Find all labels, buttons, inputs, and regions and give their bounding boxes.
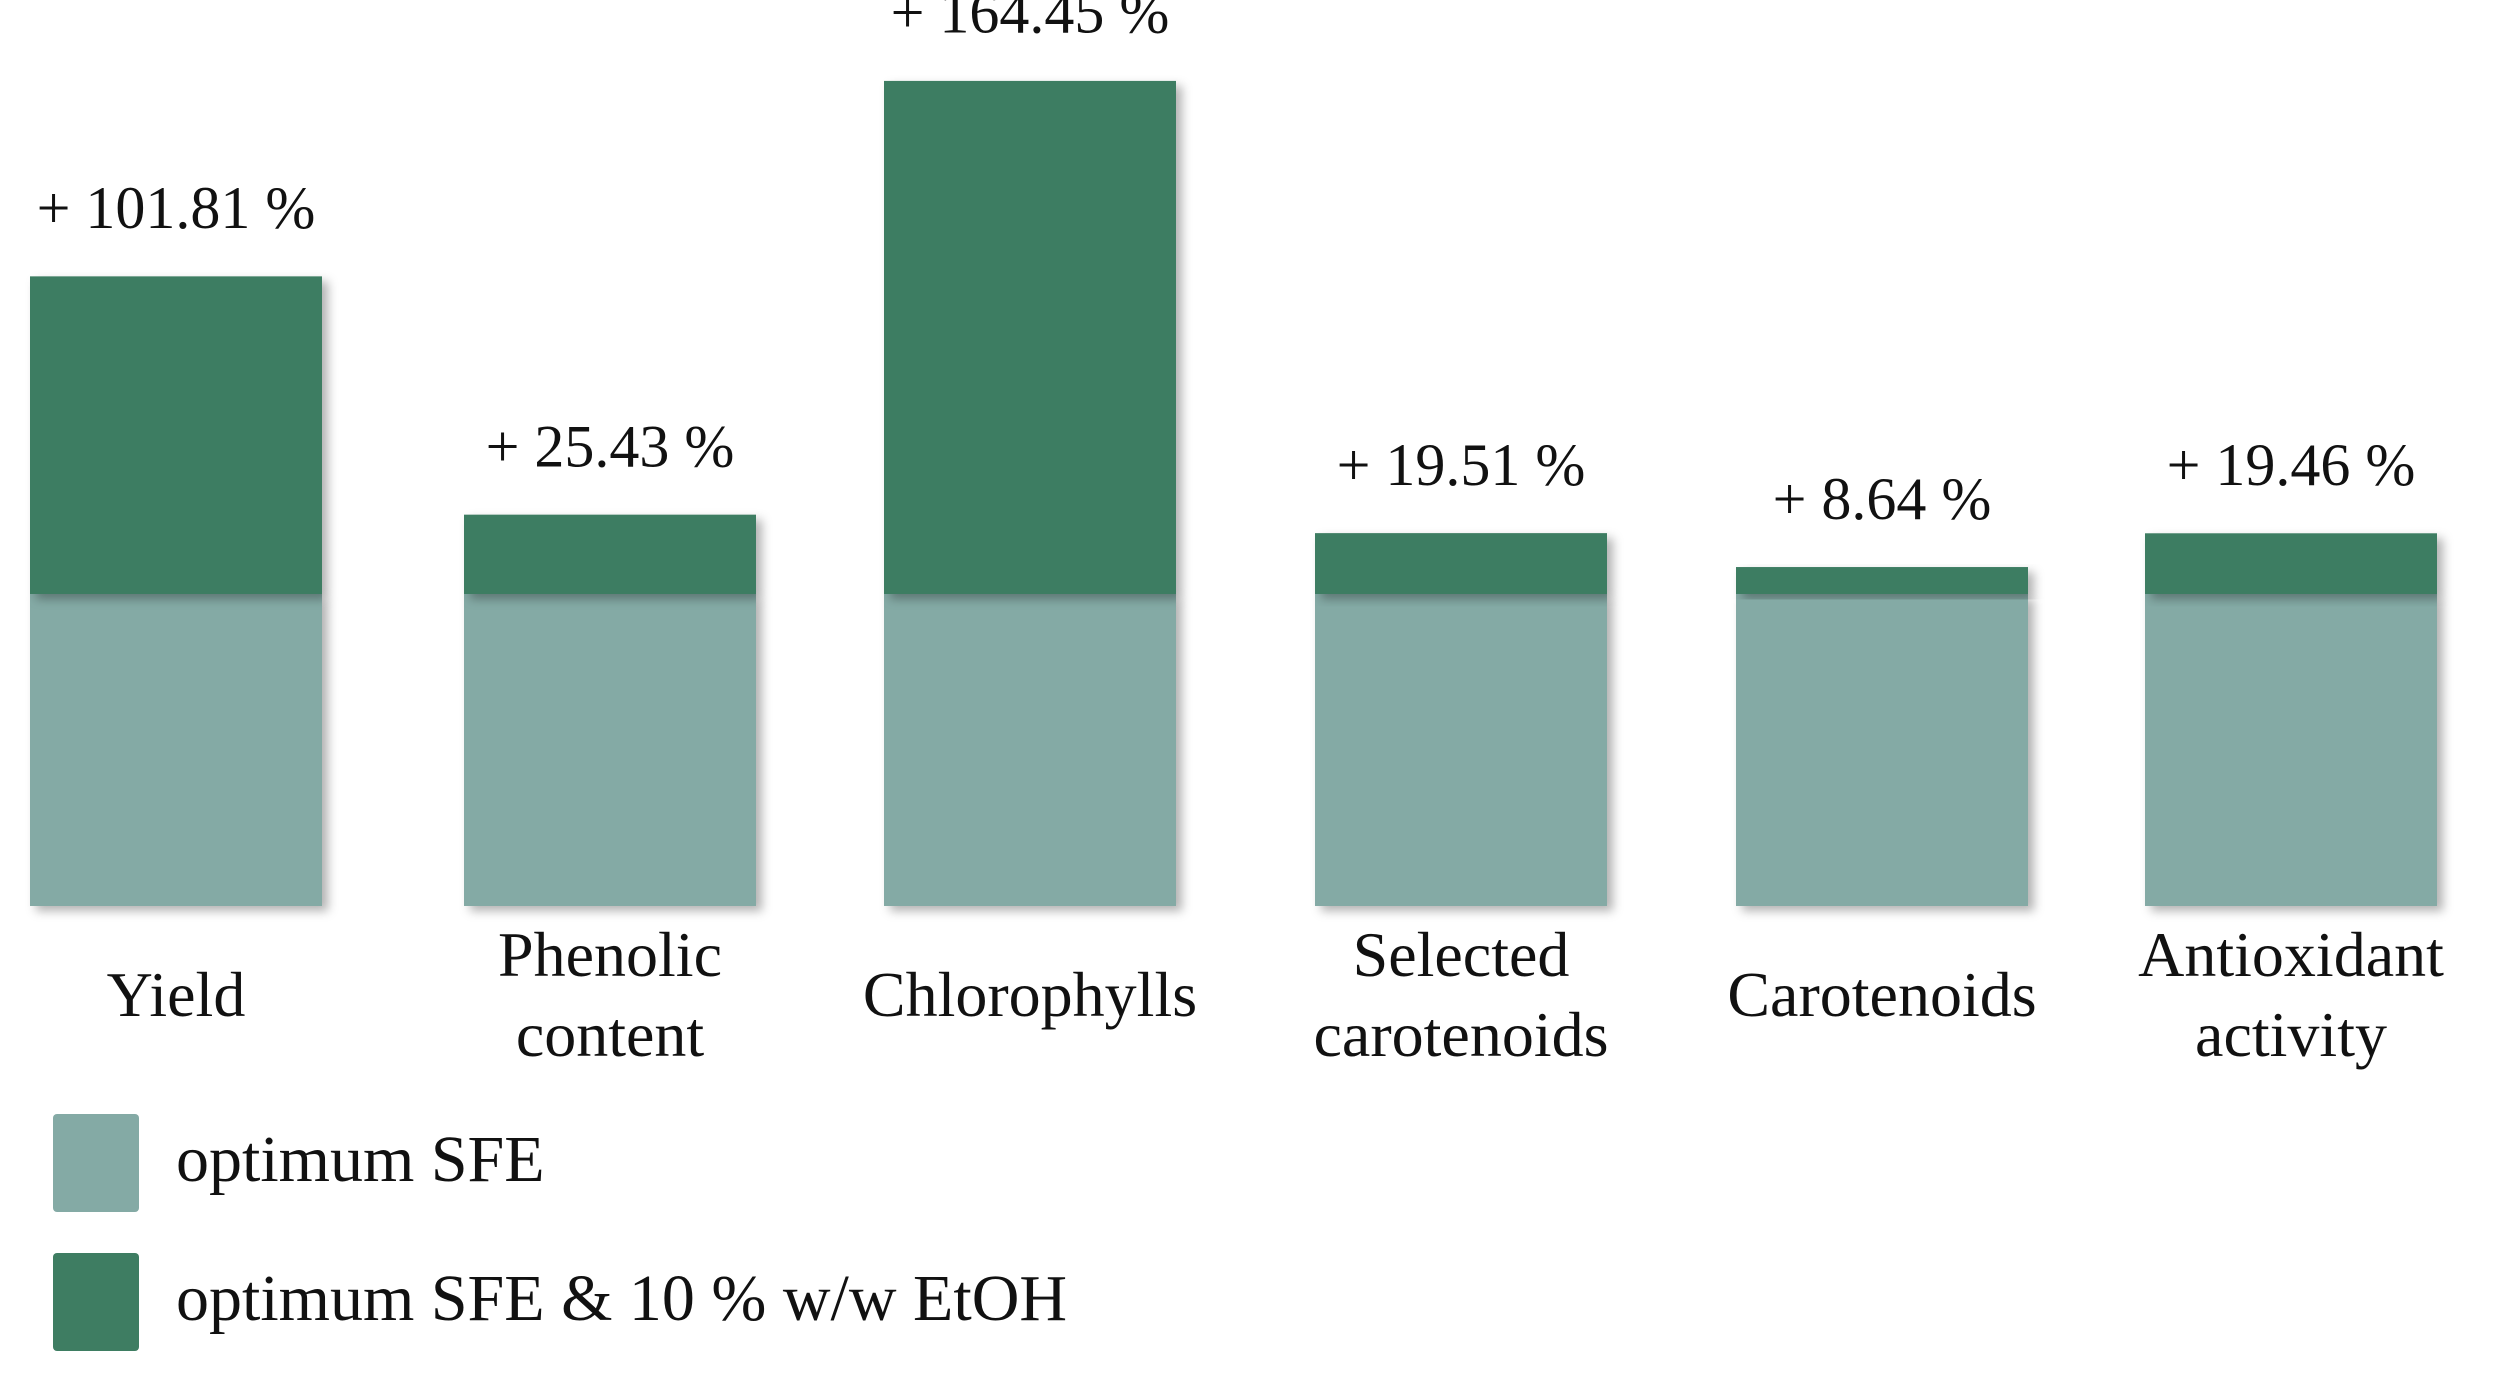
x-tick-label: Antioxidant activity [2138, 919, 2444, 1070]
x-tick-label: Chlorophylls [862, 959, 1198, 1030]
value-label: + 19.46 % [2167, 432, 2416, 498]
value-label: + 101.81 % [37, 175, 316, 241]
bar-segment [884, 594, 1176, 906]
x-tick-label: Carotenoids [1727, 959, 2037, 1030]
bar-segment [1736, 594, 2028, 906]
legend-swatch [53, 1253, 139, 1351]
bar-segment [30, 276, 322, 594]
bar-segment [1315, 533, 1607, 594]
value-label: + 164.45 % [891, 0, 1170, 46]
legend-label: optimum SFE & 10 % w/w EtOH [176, 1262, 1067, 1335]
value-label: + 25.43 % [486, 413, 735, 479]
bar-segment [464, 594, 756, 906]
value-label: + 8.64 % [1773, 466, 1992, 532]
bar-segment [1736, 567, 2028, 594]
bar-segment [30, 594, 322, 906]
value-label: + 19.51 % [1337, 432, 1586, 498]
bar-segment [2145, 594, 2437, 906]
bar-segment [884, 80, 1176, 594]
legend-label: optimum SFE [176, 1123, 545, 1196]
x-tick-label: Selected carotenoids [1313, 919, 1609, 1070]
x-tick-label: Yield [106, 959, 246, 1030]
x-tick-label: Phenolic content [498, 919, 722, 1070]
legend-swatch [53, 1114, 139, 1212]
bar-segment [2145, 533, 2437, 594]
bar-segment [464, 514, 756, 594]
bar-segment [1315, 594, 1607, 906]
